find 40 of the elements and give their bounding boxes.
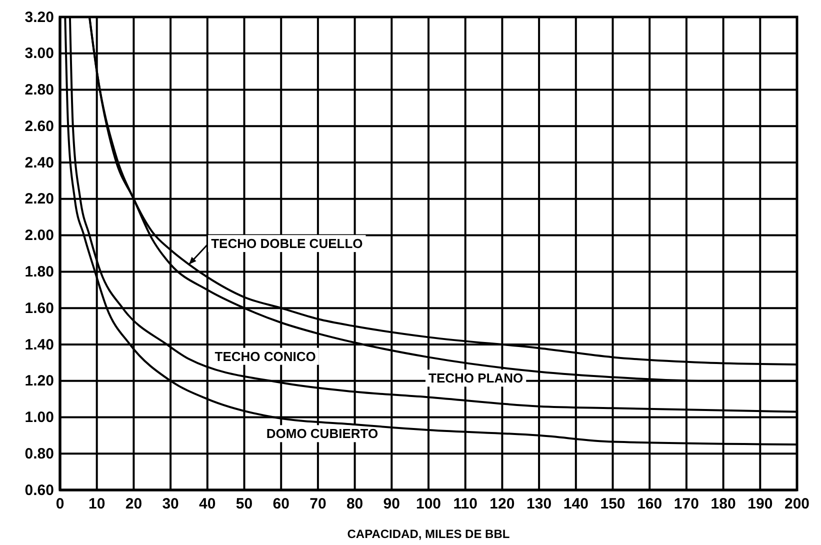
x-tick-label: 200	[784, 496, 810, 513]
series-label: TECHO PLANO	[428, 370, 524, 386]
y-tick-label: 1.60	[24, 300, 54, 317]
x-axis-title: CAPACIDAD, MILES DE BBL	[347, 527, 510, 541]
y-tick-label: 2.60	[24, 118, 54, 135]
y-tick-label: 3.20	[24, 8, 54, 26]
y-tick-label: 3.00	[24, 45, 54, 62]
y-tick-label: 1.00	[24, 409, 54, 426]
x-tick-label: 180	[710, 496, 736, 513]
x-tick-label: 50	[236, 496, 253, 513]
x-tick-label: 10	[88, 496, 106, 513]
x-tick-label: 100	[416, 496, 442, 513]
y-tick-label: 1.80	[24, 263, 54, 280]
x-tick-label: 120	[490, 496, 515, 513]
y-tick-label: 2.00	[24, 227, 54, 244]
x-tick-label: 140	[563, 496, 588, 513]
y-tick-label: 2.20	[24, 190, 54, 208]
x-tick-label: 30	[162, 496, 179, 513]
x-tick-label: 130	[526, 496, 552, 513]
series-label: TECHO CONICO	[214, 348, 316, 364]
x-tick-label: 40	[199, 496, 216, 513]
x-tick-label: 150	[600, 496, 626, 513]
series-label: DOMO CUBIERTO	[266, 426, 378, 442]
x-tick-label: 0	[56, 496, 64, 513]
y-tick-label: 1.20	[24, 372, 54, 390]
y-tick-label: 0.60	[24, 482, 54, 499]
y-tick-label: 2.40	[24, 154, 54, 172]
y-tick-label: 2.80	[24, 82, 54, 99]
x-tick-label: 60	[272, 496, 290, 513]
x-tick-label: 20	[125, 496, 142, 513]
x-tick-label: 70	[310, 496, 326, 513]
y-tick-label: 0.80	[24, 445, 54, 462]
x-tick-label: 190	[748, 496, 773, 513]
y-tick-label: 1.40	[24, 336, 54, 354]
x-tick-label: 80	[346, 496, 364, 513]
x-tick-label: 110	[453, 496, 478, 513]
x-tick-label: 90	[383, 496, 400, 513]
x-tick-label: 160	[637, 496, 662, 513]
x-tick-label: 170	[674, 496, 699, 513]
series-label: TECHO DOBLE CUELLO	[211, 236, 363, 252]
